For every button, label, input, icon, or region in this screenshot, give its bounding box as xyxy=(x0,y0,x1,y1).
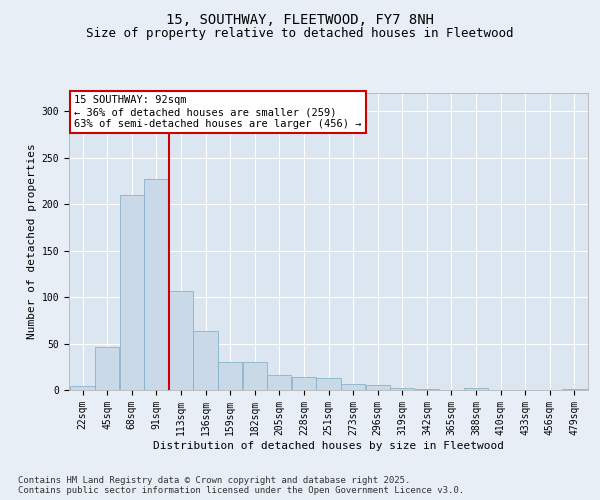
Text: 15 SOUTHWAY: 92sqm
← 36% of detached houses are smaller (259)
63% of semi-detach: 15 SOUTHWAY: 92sqm ← 36% of detached hou… xyxy=(74,96,362,128)
Bar xyxy=(292,377,316,390)
Bar xyxy=(193,332,218,390)
Bar xyxy=(267,375,292,390)
Bar xyxy=(242,362,267,390)
Bar xyxy=(464,388,488,390)
Bar xyxy=(390,388,415,390)
Text: 15, SOUTHWAY, FLEETWOOD, FY7 8NH: 15, SOUTHWAY, FLEETWOOD, FY7 8NH xyxy=(166,12,434,26)
Y-axis label: Number of detached properties: Number of detached properties xyxy=(28,144,37,339)
Bar xyxy=(365,386,390,390)
Bar xyxy=(169,290,193,390)
Text: Contains HM Land Registry data © Crown copyright and database right 2025.
Contai: Contains HM Land Registry data © Crown c… xyxy=(18,476,464,495)
Bar xyxy=(218,362,242,390)
X-axis label: Distribution of detached houses by size in Fleetwood: Distribution of detached houses by size … xyxy=(153,440,504,450)
Bar xyxy=(316,378,341,390)
Bar xyxy=(70,386,95,390)
Bar xyxy=(144,179,169,390)
Bar xyxy=(95,347,119,390)
Bar xyxy=(341,384,365,390)
Bar xyxy=(415,389,439,390)
Bar xyxy=(119,195,144,390)
Text: Size of property relative to detached houses in Fleetwood: Size of property relative to detached ho… xyxy=(86,28,514,40)
Bar xyxy=(562,389,587,390)
